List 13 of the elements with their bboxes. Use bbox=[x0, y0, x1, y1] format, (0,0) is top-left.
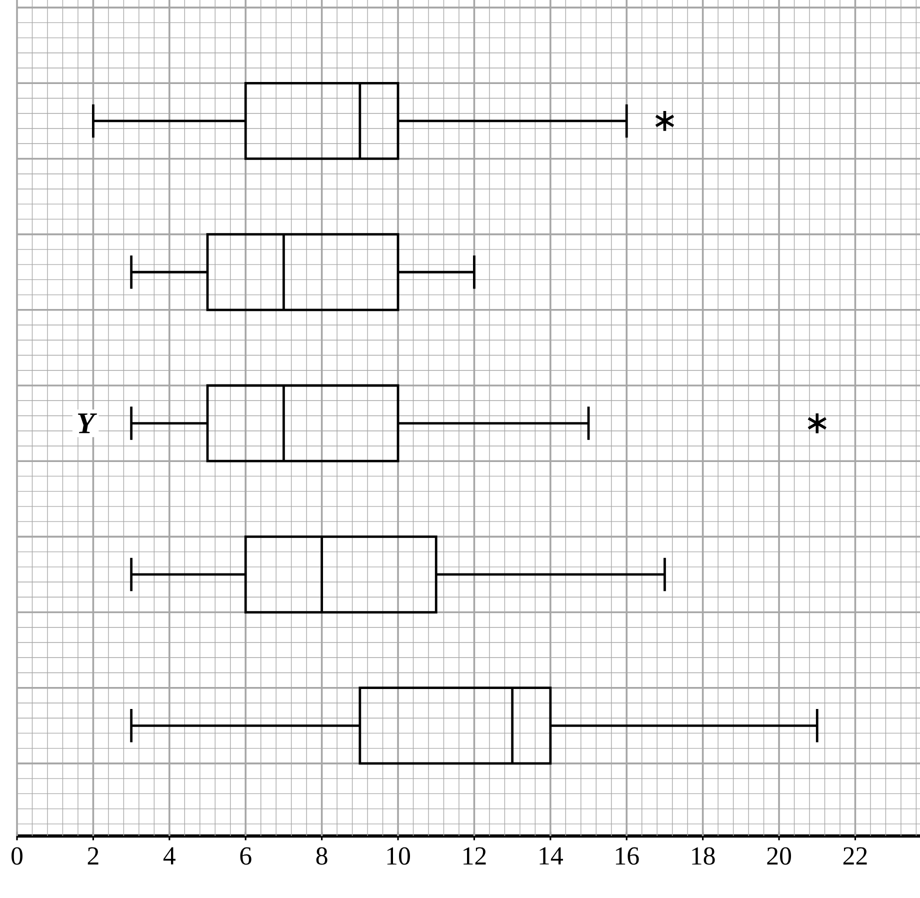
x-tick-label: 18 bbox=[692, 847, 715, 865]
x-tick-label: 4 bbox=[163, 847, 176, 864]
x-tick-label: 16 bbox=[616, 847, 639, 865]
y-tick-label: Y bbox=[78, 414, 97, 434]
x-tick-label: 22 bbox=[843, 847, 867, 864]
x-tick-label: 0 bbox=[12, 847, 22, 865]
x-tick-label: 2 bbox=[88, 847, 98, 864]
x-tick-label: 10 bbox=[387, 847, 410, 865]
x-tick-label: 12 bbox=[464, 847, 486, 864]
x-tick-label: 20 bbox=[767, 847, 791, 865]
x-tick-label: 6 bbox=[240, 847, 252, 865]
x-tick-label: 8 bbox=[316, 847, 328, 865]
x-tick-label: 14 bbox=[540, 847, 563, 864]
